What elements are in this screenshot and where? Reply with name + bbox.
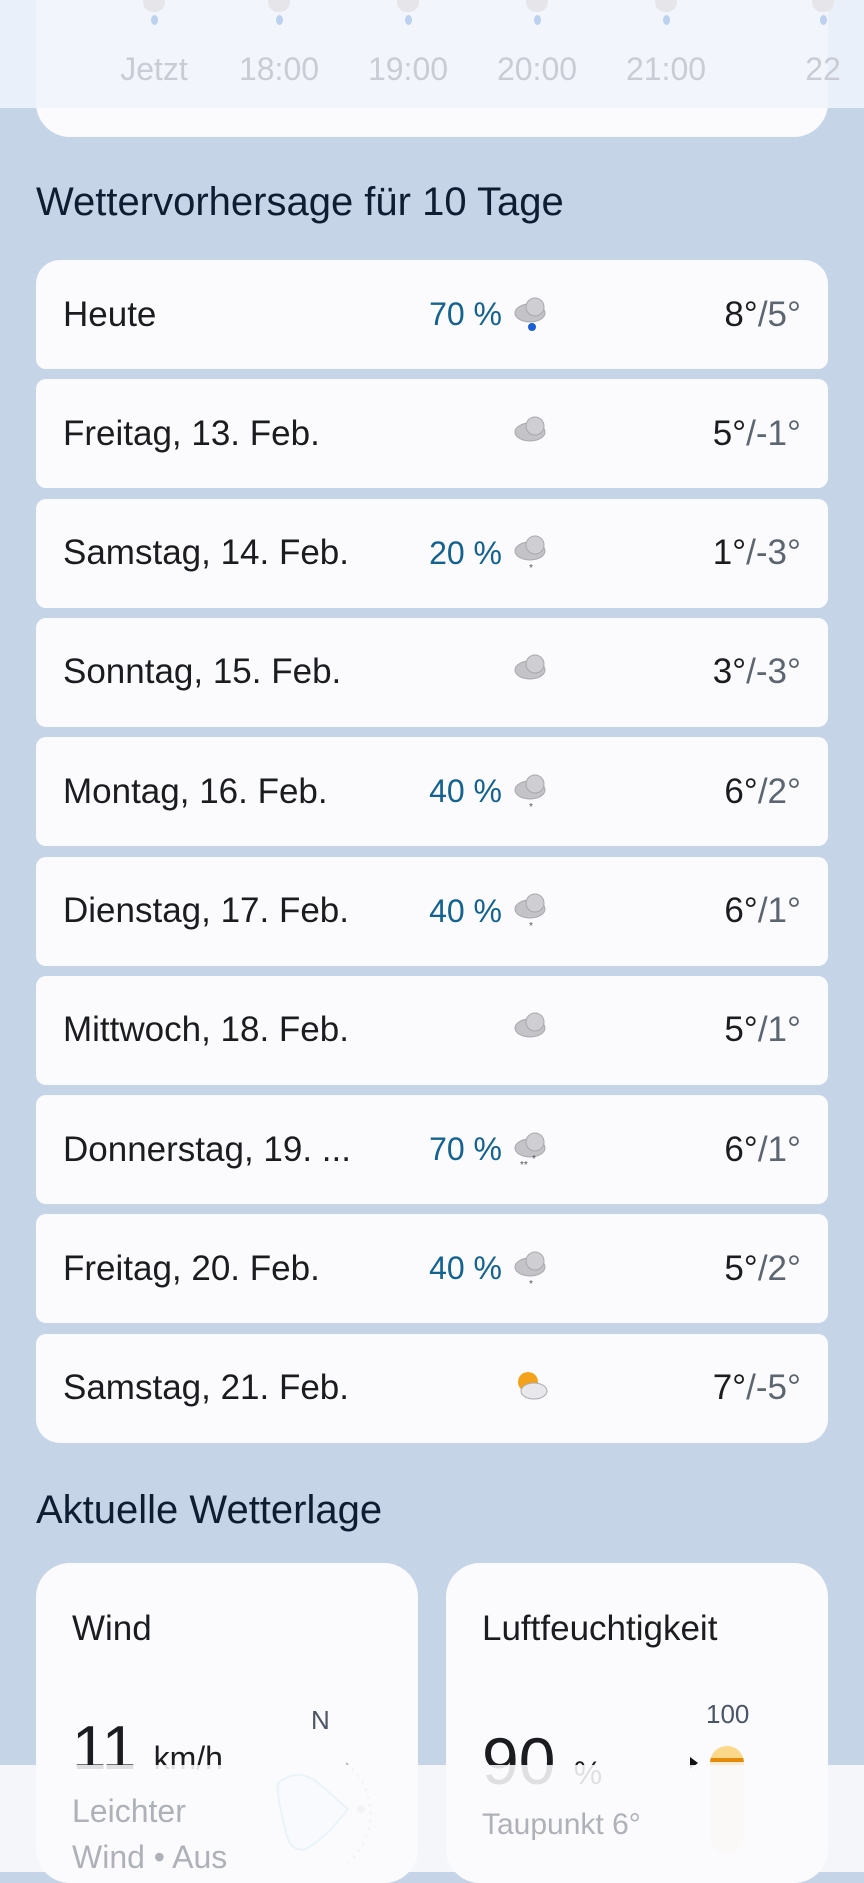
hourly-strip[interactable]: Jetzt 18:00 19:00 20:00 21:00 22 — [0, 0, 864, 108]
day-label: Mittwoch, 18. Feb. — [63, 1010, 349, 1050]
forecast-row[interactable]: Mittwoch, 18. Feb. 5°/1° — [36, 975, 828, 1085]
forecast-row[interactable]: Montag, 16. Feb. 40 % * 6°/2° — [36, 737, 828, 847]
hour-item: 22 — [768, 0, 864, 88]
hour-label: 19:00 — [367, 51, 449, 87]
raindrop-icon — [819, 15, 827, 25]
compass-north-label: N — [311, 1705, 330, 1735]
forecast-row[interactable]: Dienstag, 17. Feb. 40 % * 6°/1° — [36, 856, 828, 966]
temperature-range: 6°/2° — [724, 771, 801, 811]
cloud-icon — [526, 0, 548, 12]
forecast-row[interactable]: Samstag, 21. Feb. 7°/-5° — [36, 1333, 828, 1443]
forecast-row[interactable]: Samstag, 14. Feb. 20 % * 1°/-3° — [36, 498, 828, 608]
cloud-icon — [397, 0, 419, 12]
hour-item: 20:00 — [482, 0, 592, 88]
forecast-row[interactable]: Sonntag, 15. Feb. 3°/-3° — [36, 617, 828, 727]
cloud-icon — [812, 0, 834, 12]
temperature-range: 5°/-1° — [712, 413, 801, 453]
precip-chance: 40 % — [429, 892, 502, 929]
hour-item: 18:00 — [224, 0, 334, 88]
humidity-scale-max: 100 — [706, 1699, 750, 1729]
cloud-icon — [514, 416, 546, 442]
raindrop-icon — [150, 15, 158, 25]
humidity-pointer-icon — [690, 1757, 698, 1769]
raindrop-icon — [662, 15, 670, 25]
temperature-range: 7°/-5° — [712, 1368, 801, 1408]
snow-icon: * — [514, 774, 546, 813]
forecast-row[interactable]: Freitag, 20. Feb. 40 % * 5°/2° — [36, 1214, 828, 1324]
day-label: Samstag, 14. Feb. — [63, 533, 349, 573]
snow-icon: * — [514, 535, 546, 574]
svg-text:*: * — [532, 1154, 536, 1165]
temperature-range: 8°/5° — [724, 294, 801, 334]
svg-text:*: * — [529, 1279, 533, 1290]
precip-chance: 40 % — [429, 1250, 502, 1287]
wind-speed: 11 km/h — [72, 1714, 223, 1783]
cloud-icon — [514, 654, 546, 680]
wind-description: Leichter Wind • Aus — [72, 1793, 228, 1875]
precip-chance: 20 % — [429, 534, 502, 571]
svg-text:**: ** — [520, 1160, 528, 1171]
raindrop-icon — [404, 15, 412, 25]
dew-point: Taupunkt 6° — [482, 1808, 641, 1841]
temperature-range: 6°/1° — [724, 1129, 801, 1169]
snow-icon: * — [514, 1251, 546, 1290]
wind-card[interactable]: Wind 11 km/h Leichter Wind • Aus N — [36, 1563, 418, 1883]
day-label: Sonntag, 15. Feb. — [63, 652, 342, 692]
hour-label: 18:00 — [238, 51, 320, 87]
hour-item: 21:00 — [611, 0, 721, 88]
forecast-heading: Wettervorhersage für 10 Tage — [36, 180, 564, 224]
humidity-title: Luftfeuchtigkeit — [482, 1609, 718, 1648]
humidity-card[interactable]: Luftfeuchtigkeit 90 % Taupunkt 6° 100 — [446, 1563, 828, 1883]
svg-text:*: * — [529, 802, 533, 813]
day-label: Samstag, 21. Feb. — [63, 1368, 349, 1408]
snow-icon: * — [514, 893, 546, 932]
precip-chance: 70 % — [429, 1131, 502, 1168]
humidity-value: 90 % — [482, 1724, 603, 1798]
precip-chance: 70 % — [429, 296, 502, 332]
cloud-icon — [655, 0, 677, 12]
humidity-gauge — [710, 1746, 744, 1854]
temperature-range: 1°/-3° — [712, 533, 801, 573]
precip-chance: 40 % — [429, 773, 502, 810]
day-label: Freitag, 13. Feb. — [63, 413, 320, 453]
day-label: Freitag, 20. Feb. — [63, 1248, 320, 1288]
day-label: Heute — [63, 294, 157, 334]
hour-label: 21:00 — [625, 51, 707, 87]
raindrop-icon — [533, 15, 541, 25]
conditions-heading: Aktuelle Wetterlage — [36, 1488, 383, 1532]
hour-label: 20:00 — [496, 51, 578, 87]
forecast-row[interactable]: Freitag, 13. Feb. 5°/-1° — [36, 379, 828, 489]
cloud-icon — [268, 0, 290, 12]
heavy-snow-icon: *** — [514, 1132, 546, 1171]
wind-title: Wind — [72, 1609, 152, 1648]
rain-icon — [514, 297, 546, 331]
hour-label: 22 — [805, 51, 841, 87]
raindrop-icon — [275, 15, 283, 25]
day-label: Montag, 16. Feb. — [63, 771, 328, 811]
forecast-row[interactable]: Donnerstag, 19. ... 70 % ** * 6°/1° — [36, 1095, 828, 1205]
svg-text:*: * — [529, 563, 533, 574]
day-label: Donnerstag, 19. ... — [63, 1129, 351, 1169]
temperature-range: 3°/-3° — [712, 652, 801, 692]
cloud-icon — [514, 1012, 546, 1038]
hour-item: Jetzt — [99, 0, 209, 88]
hour-item: 19:00 — [353, 0, 463, 88]
temperature-range: 5°/2° — [724, 1248, 801, 1288]
partly-sunny-icon — [518, 1372, 548, 1400]
svg-text:*: * — [529, 921, 533, 932]
temperature-range: 6°/1° — [724, 891, 801, 930]
temperature-range: 5°/1° — [724, 1010, 801, 1050]
cloud-icon — [143, 0, 165, 12]
hour-label: Jetzt — [120, 51, 188, 87]
wind-direction-icon — [276, 1762, 372, 1864]
day-label: Dienstag, 17. Feb. — [63, 891, 349, 930]
forecast-row[interactable]: Heute 70 % 8°/5° — [36, 260, 828, 369]
